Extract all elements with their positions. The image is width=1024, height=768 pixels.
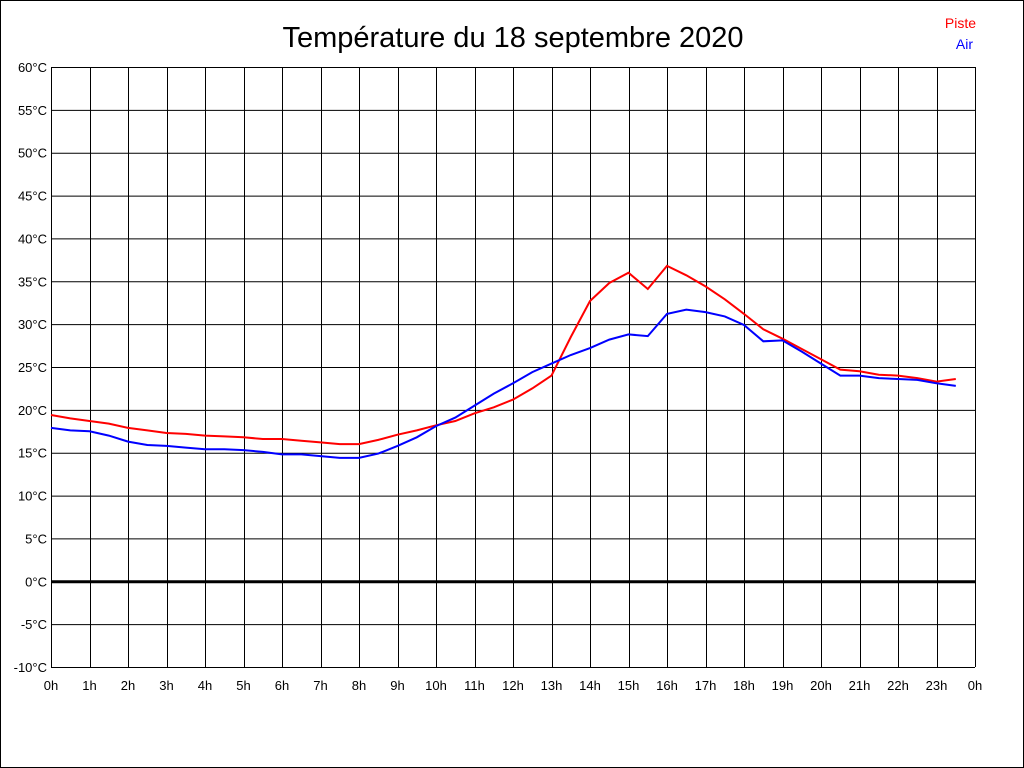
chart-title: Température du 18 septembre 2020 xyxy=(282,22,743,54)
y-tick-label: 50°C xyxy=(18,146,47,161)
x-tick-label: 14h xyxy=(579,678,601,693)
x-tick-label: 21h xyxy=(849,678,871,693)
x-tick-label: 13h xyxy=(541,678,563,693)
x-tick-label: 19h xyxy=(772,678,794,693)
legend-air: Air xyxy=(956,36,973,52)
x-tick-label: 17h xyxy=(695,678,717,693)
x-tick-label: 11h xyxy=(464,678,485,693)
x-tick-label: 23h xyxy=(926,678,948,693)
x-tick-label: 1h xyxy=(82,678,96,693)
x-tick-label: 15h xyxy=(618,678,640,693)
y-tick-label: 35°C xyxy=(18,274,47,289)
x-tick-label: 6h xyxy=(275,678,289,693)
y-tick-label: -5°C xyxy=(21,617,47,632)
y-tick-label: 45°C xyxy=(18,189,47,204)
y-tick-label: 55°C xyxy=(18,103,47,118)
x-tick-label: 4h xyxy=(198,678,212,693)
y-tick-label: 15°C xyxy=(18,446,47,461)
y-tick-label: 60°C xyxy=(18,60,47,75)
x-tick-label: 5h xyxy=(236,678,250,693)
x-tick-label: 22h xyxy=(887,678,909,693)
series-line-piste xyxy=(50,264,956,446)
x-tick-label: 12h xyxy=(502,678,524,693)
x-tick-label: 10h xyxy=(425,678,447,693)
y-tick-label: 25°C xyxy=(18,360,47,375)
x-tick-label: 9h xyxy=(390,678,404,693)
x-tick-label: 0h xyxy=(968,678,982,693)
y-tick-label: 10°C xyxy=(18,489,47,504)
legend-piste: Piste xyxy=(945,15,976,31)
y-tick-label: 40°C xyxy=(18,231,47,246)
x-tick-label: 0h xyxy=(44,678,58,693)
x-tick-label: 3h xyxy=(159,678,173,693)
x-tick-label: 16h xyxy=(656,678,678,693)
x-tick-label: 8h xyxy=(352,678,366,693)
x-tick-label: 2h xyxy=(121,678,135,693)
y-tick-label: 5°C xyxy=(25,531,47,546)
y-tick-label: 30°C xyxy=(18,317,47,332)
y-tick-label: 20°C xyxy=(18,403,47,418)
x-tick-label: 18h xyxy=(733,678,755,693)
y-tick-label: 0°C xyxy=(25,574,47,589)
x-tick-label: 20h xyxy=(810,678,832,693)
series-line-air xyxy=(50,308,956,459)
x-tick-label: 7h xyxy=(313,678,327,693)
y-tick-label: -10°C xyxy=(14,660,47,675)
